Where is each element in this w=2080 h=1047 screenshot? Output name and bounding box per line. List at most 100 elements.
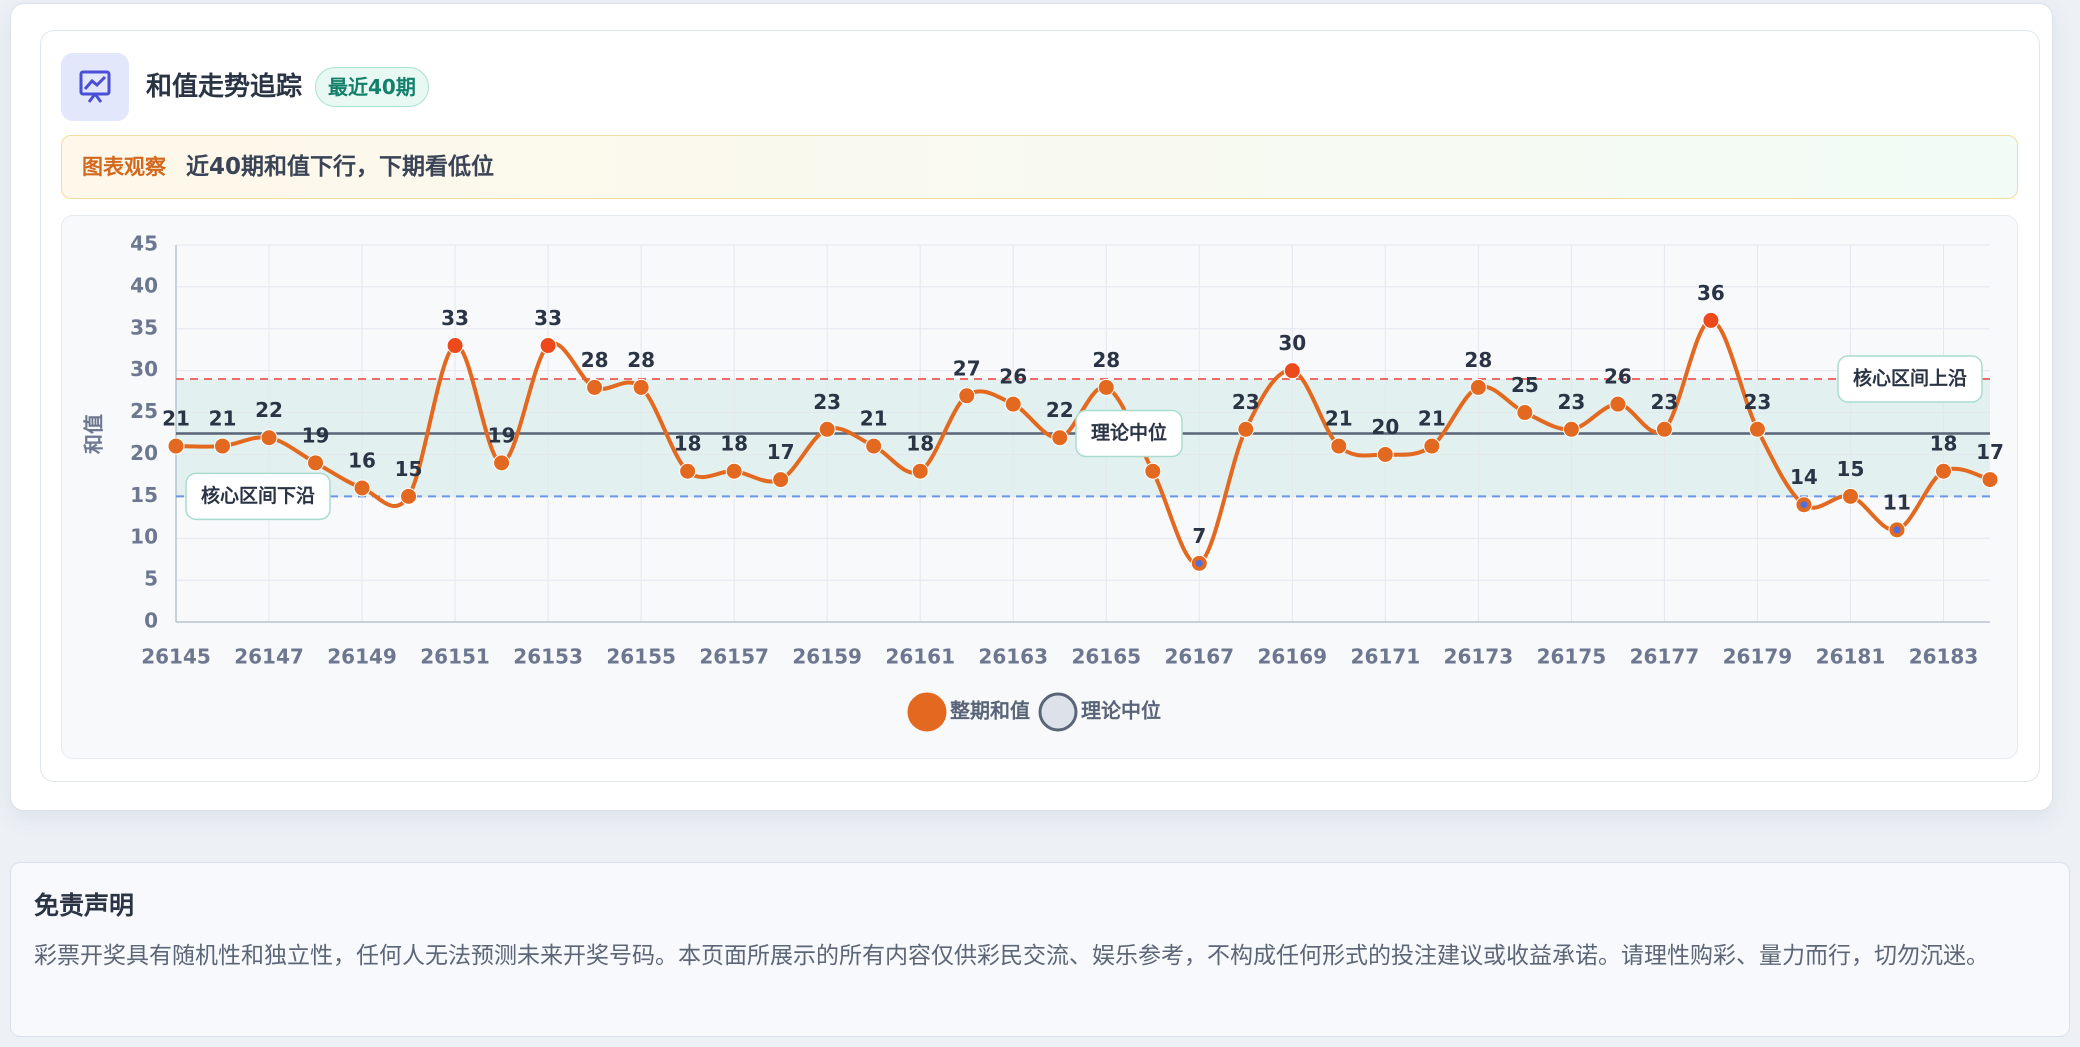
observation-label: 图表观察 — [82, 155, 166, 179]
low-marker — [1800, 501, 1808, 509]
data-point — [911, 462, 929, 480]
period-badge: 最近40期 — [315, 67, 429, 107]
data-label: 18 — [720, 432, 748, 456]
observation-text: 近40期和值下行，下期看低位 — [186, 154, 495, 180]
data-point — [1469, 378, 1487, 396]
data-label: 28 — [627, 348, 655, 372]
reference-label: 理论中位 — [1075, 409, 1183, 458]
data-point — [958, 387, 976, 405]
data-point — [1655, 420, 1673, 438]
x-tick-label: 26157 — [699, 645, 769, 669]
data-point — [539, 337, 557, 355]
data-point — [307, 454, 325, 472]
data-label: 21 — [209, 407, 237, 431]
data-point — [865, 437, 883, 455]
x-tick-label: 26171 — [1351, 645, 1421, 669]
data-point — [1934, 462, 1952, 480]
data-label: 28 — [1464, 348, 1492, 372]
data-point — [1283, 362, 1301, 380]
low-marker — [1893, 526, 1901, 534]
reference-label-box — [185, 472, 331, 521]
x-tick-label: 26147 — [234, 645, 304, 669]
legend-marker — [1038, 692, 1078, 732]
x-tick-label: 26151 — [420, 645, 490, 669]
x-tick-label: 26161 — [885, 645, 955, 669]
x-tick-label: 26163 — [978, 645, 1048, 669]
data-point — [818, 420, 836, 438]
x-tick-label: 26173 — [1444, 645, 1514, 669]
chart-area — [61, 215, 2018, 759]
chart-icon — [61, 53, 129, 121]
x-tick-label: 26183 — [1909, 645, 1979, 669]
x-tick-label: 26155 — [606, 645, 676, 669]
x-tick-label: 26153 — [513, 645, 583, 669]
data-point — [493, 454, 511, 472]
icon-graphic — [79, 70, 111, 103]
y-tick-label: 30 — [130, 357, 158, 381]
data-label: 16 — [348, 448, 376, 472]
disclaimer-box — [10, 862, 2070, 1037]
y-tick-label: 25 — [130, 399, 158, 423]
data-label: 21 — [162, 407, 190, 431]
data-label: 23 — [1650, 390, 1678, 414]
data-label: 28 — [581, 348, 609, 372]
data-point — [1562, 420, 1580, 438]
data-point — [632, 378, 650, 396]
data-label: 21 — [1325, 407, 1353, 431]
data-label: 14 — [1790, 465, 1818, 489]
data-label: 17 — [1976, 440, 2004, 464]
data-label: 19 — [302, 423, 330, 447]
data-point — [1004, 395, 1022, 413]
reference-label: 核心区间上沿 — [1837, 355, 1983, 403]
y-tick-label: 15 — [130, 483, 158, 507]
disclaimer-text: 彩票开奖具有随机性和独立性，任何人无法预测未来开奖号码。本页面所展示的所有内容仅… — [34, 943, 1989, 969]
x-tick-label: 26177 — [1630, 645, 1700, 669]
reference-label-box — [1837, 355, 1983, 403]
data-point — [1051, 429, 1069, 447]
card-title: 和值走势追踪 — [146, 72, 303, 102]
y-tick-label: 0 — [144, 609, 158, 633]
data-point — [353, 479, 371, 497]
y-tick-label: 35 — [130, 315, 158, 339]
data-label: 7 — [1192, 524, 1206, 548]
data-point — [1516, 404, 1534, 422]
data-label: 23 — [1744, 390, 1772, 414]
data-point — [1841, 487, 1859, 505]
data-point — [1097, 378, 1115, 396]
reference-label-box — [1075, 409, 1183, 458]
data-label: 22 — [1046, 398, 1074, 422]
data-label: 33 — [441, 306, 469, 330]
data-point — [1702, 311, 1720, 329]
y-axis-label: 和值 — [82, 414, 106, 454]
data-point — [725, 462, 743, 480]
x-tick-label: 26165 — [1071, 645, 1141, 669]
data-label: 23 — [1232, 390, 1260, 414]
data-point — [679, 462, 697, 480]
data-label: 21 — [860, 407, 888, 431]
x-tick-label: 26169 — [1258, 645, 1328, 669]
data-point — [1330, 437, 1348, 455]
data-label: 30 — [1278, 331, 1306, 355]
data-point — [586, 378, 604, 396]
data-label: 23 — [813, 390, 841, 414]
data-label: 28 — [1092, 348, 1120, 372]
x-tick-label: 26145 — [141, 645, 211, 669]
x-tick-label: 26167 — [1164, 645, 1234, 669]
y-tick-label: 20 — [130, 441, 158, 465]
data-label: 33 — [534, 306, 562, 330]
data-label: 19 — [488, 423, 516, 447]
data-label: 23 — [1557, 390, 1585, 414]
data-point — [214, 437, 232, 455]
legend-label: 整期和值 — [949, 699, 1030, 723]
data-point — [1981, 471, 1999, 489]
x-tick-label: 26149 — [327, 645, 397, 669]
reference-label-text: 理论中位 — [1091, 421, 1167, 444]
data-point — [1609, 395, 1627, 413]
reference-label: 核心区间下沿 — [185, 472, 331, 521]
data-point — [446, 337, 464, 355]
y-tick-label: 10 — [130, 525, 158, 549]
data-point — [1423, 437, 1441, 455]
data-label: 11 — [1883, 490, 1911, 514]
y-tick-label: 40 — [130, 273, 158, 297]
